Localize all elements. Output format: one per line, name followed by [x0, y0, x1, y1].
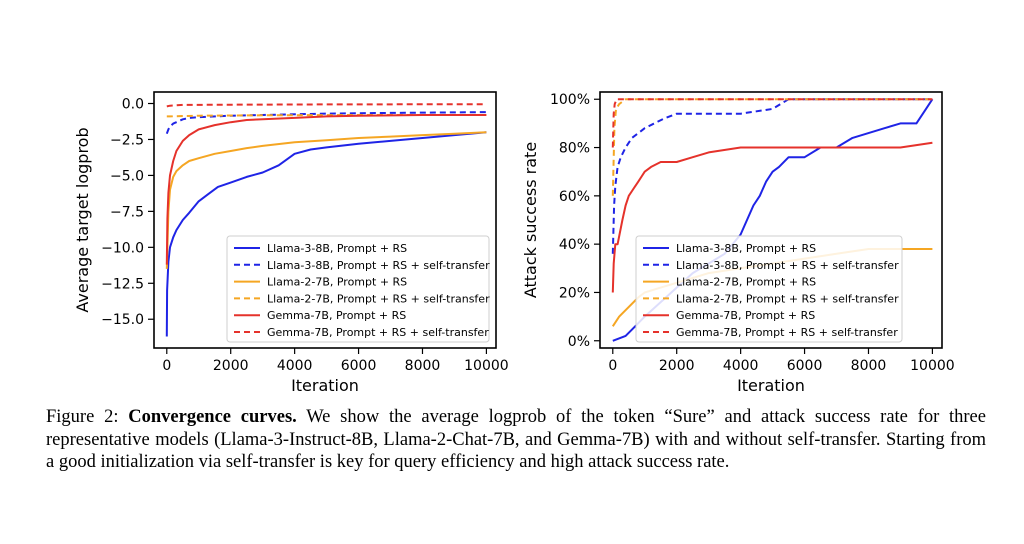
y-tick-label: −5.0 [110, 168, 144, 184]
attack-success-chart: 0 2000 4000 6000 8000 10000 0% 20% 40% 60% 80% 100%… [521, 91, 955, 395]
y-tick-label: −7.5 [110, 204, 144, 220]
y-tick-label: 60% [559, 189, 590, 205]
series-line-5 [165, 114, 487, 265]
legend-label: Gemma-7B, Prompt + RS + self-transfer [267, 326, 489, 339]
x-axis-label: Iteration [737, 376, 805, 395]
x-tick-label: 0 [608, 358, 617, 374]
x-tick-label: 8000 [851, 358, 887, 374]
x-tick-label: 4000 [277, 358, 313, 374]
legend-box [226, 235, 490, 343]
legend-label: Llama-2-7B, Prompt + RS + self-transfer [676, 292, 899, 305]
legend-label: Llama-3-8B, Prompt + RS + self-transfer [267, 259, 490, 272]
series-line-4 [611, 98, 933, 196]
series-line-6 [166, 103, 487, 108]
legend-label: Gemma-7B, Prompt + RS [267, 309, 406, 322]
series-line-5 [611, 141, 933, 293]
legend-label: Llama-3-8B, Prompt + RS [267, 242, 407, 255]
y-tick-label: 40% [559, 237, 590, 253]
legend-label: Llama-2-7B, Prompt + RS + self-transfer [267, 292, 490, 305]
y-tick-label: −15.0 [101, 312, 144, 328]
y-axis-label: Average target logprob [73, 127, 92, 312]
x-tick-label: 6000 [787, 358, 823, 374]
legend-label: Gemma-7B, Prompt + RS [676, 309, 815, 322]
y-tick-label: 0.0 [122, 97, 144, 113]
series-line-3 [165, 131, 487, 269]
y-tick-label: 0% [568, 334, 590, 350]
y-tick-label: −10.0 [101, 240, 144, 256]
x-tick-label: 10000 [464, 358, 509, 374]
figure-caption: Figure 2: Convergence curves. We show th… [46, 406, 986, 474]
y-tick-label: −2.5 [110, 132, 144, 148]
series-line-1 [165, 131, 487, 337]
x-tick-label: 8000 [405, 358, 441, 374]
caption-title: Convergence curves. [128, 407, 297, 427]
x-tick-label: 10000 [910, 358, 955, 374]
legend-label: Gemma-7B, Prompt + RS + self-transfer [676, 326, 898, 339]
legend-label: Llama-2-7B, Prompt + RS [267, 276, 407, 289]
x-tick-label: 2000 [213, 358, 249, 374]
y-tick-label: 20% [559, 285, 590, 301]
y-tick-label: 80% [559, 141, 590, 157]
x-tick-label: 6000 [341, 358, 377, 374]
x-tick-label: 4000 [723, 358, 759, 374]
x-axis-label: Iteration [291, 376, 359, 395]
logprob-chart: 0 2000 4000 6000 8000 10000 0.0 −2.5 −5.0 −7.5 −10… [73, 91, 509, 395]
series-line-6 [611, 98, 933, 148]
plot-frame [599, 91, 943, 349]
y-tick-label: −12.5 [101, 276, 144, 292]
caption-text: We show the average logprob of the token… [46, 407, 986, 473]
caption-label: Figure 2: [46, 407, 119, 427]
x-tick-label: 0 [162, 358, 171, 374]
y-axis-label: Attack success rate [521, 142, 540, 298]
legend-label: Llama-3-8B, Prompt + RS + self-transfer [676, 259, 899, 272]
x-tick-label: 2000 [659, 358, 695, 374]
y-tick-label: 100% [550, 92, 590, 108]
legend-label: Llama-2-7B, Prompt + RS [676, 276, 816, 289]
legend-box [635, 235, 903, 343]
legend-label: Llama-3-8B, Prompt + RS [676, 242, 816, 255]
plot-frame [153, 91, 497, 349]
series-line-2 [611, 98, 933, 254]
figure: 0 2000 4000 6000 8000 10000 0.0 −2.5 −5.0 −7.5 −10… [73, 91, 955, 395]
